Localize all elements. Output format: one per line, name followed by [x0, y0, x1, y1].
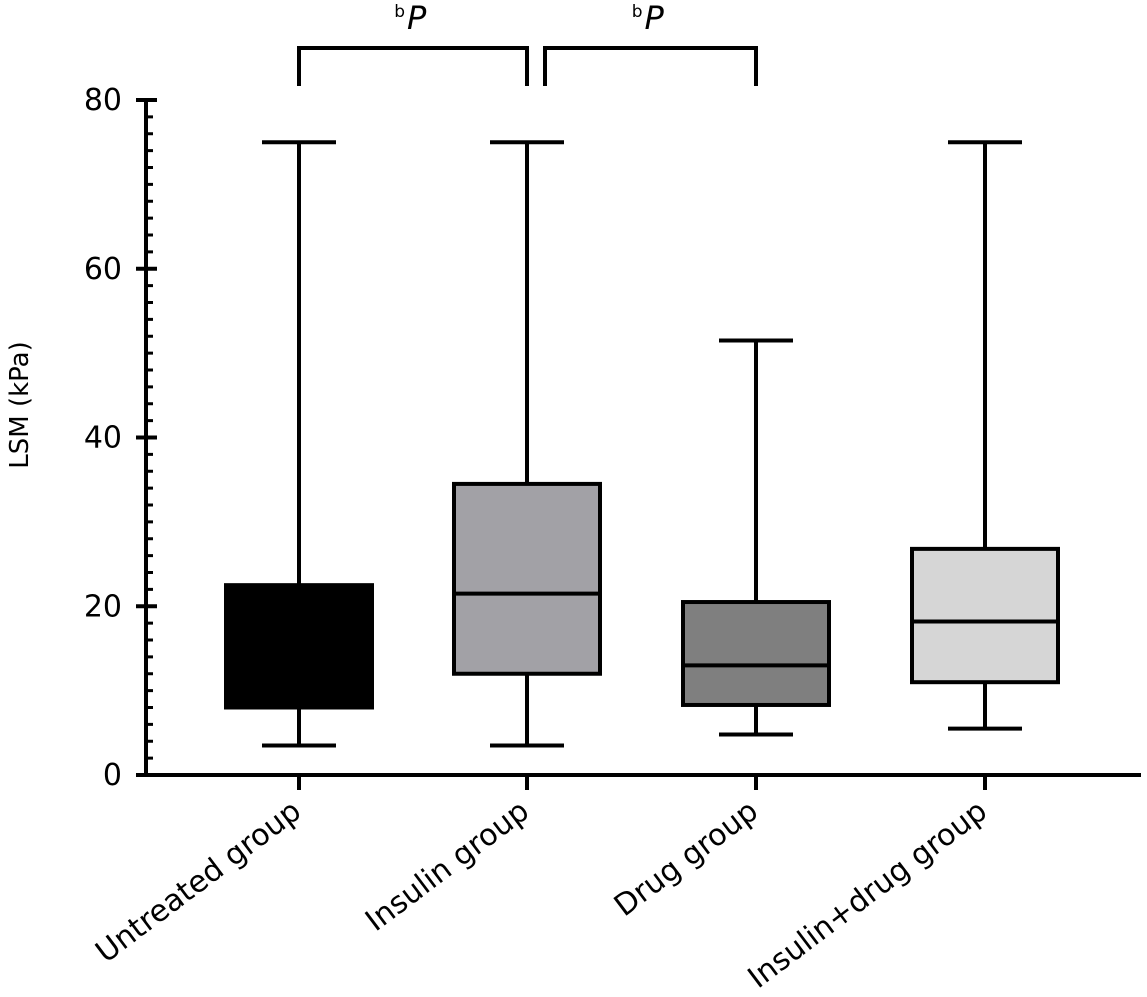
- y-tick-label: 80: [84, 83, 122, 118]
- significance-bracket: [543, 46, 758, 86]
- box-iqr: [681, 600, 831, 707]
- box-2: [681, 338, 831, 737]
- x-category-label: Drug group: [608, 793, 765, 923]
- y-axis-title: LSM (kPa): [5, 341, 35, 468]
- box-iqr: [910, 546, 1060, 685]
- box-series: [224, 140, 1060, 748]
- significance-superscript: b: [394, 2, 405, 22]
- box-1: [452, 140, 602, 748]
- significance-bracket: [297, 46, 529, 86]
- box-0: [224, 140, 374, 748]
- box-iqr: [224, 583, 374, 710]
- y-tick-label: 0: [103, 758, 122, 793]
- x-category-label: Insulin group: [359, 793, 536, 938]
- significance-superscript: b: [632, 2, 643, 22]
- y-tick-label: 20: [84, 589, 122, 624]
- box-iqr: [452, 481, 602, 676]
- x-category-label: Untreated group: [89, 793, 307, 970]
- x-axis: Untreated group Insulin group Drug groupIn…: [89, 773, 1141, 996]
- y-tick-label: 60: [84, 252, 122, 287]
- x-category-label: Insulin+drug group: [742, 793, 994, 995]
- significance-label: P: [407, 0, 427, 37]
- significance-label: P: [645, 0, 665, 37]
- y-tick-label: 40: [84, 421, 122, 456]
- y-axis: 0 20 40 60 80: [84, 83, 157, 793]
- box-3: [910, 140, 1060, 731]
